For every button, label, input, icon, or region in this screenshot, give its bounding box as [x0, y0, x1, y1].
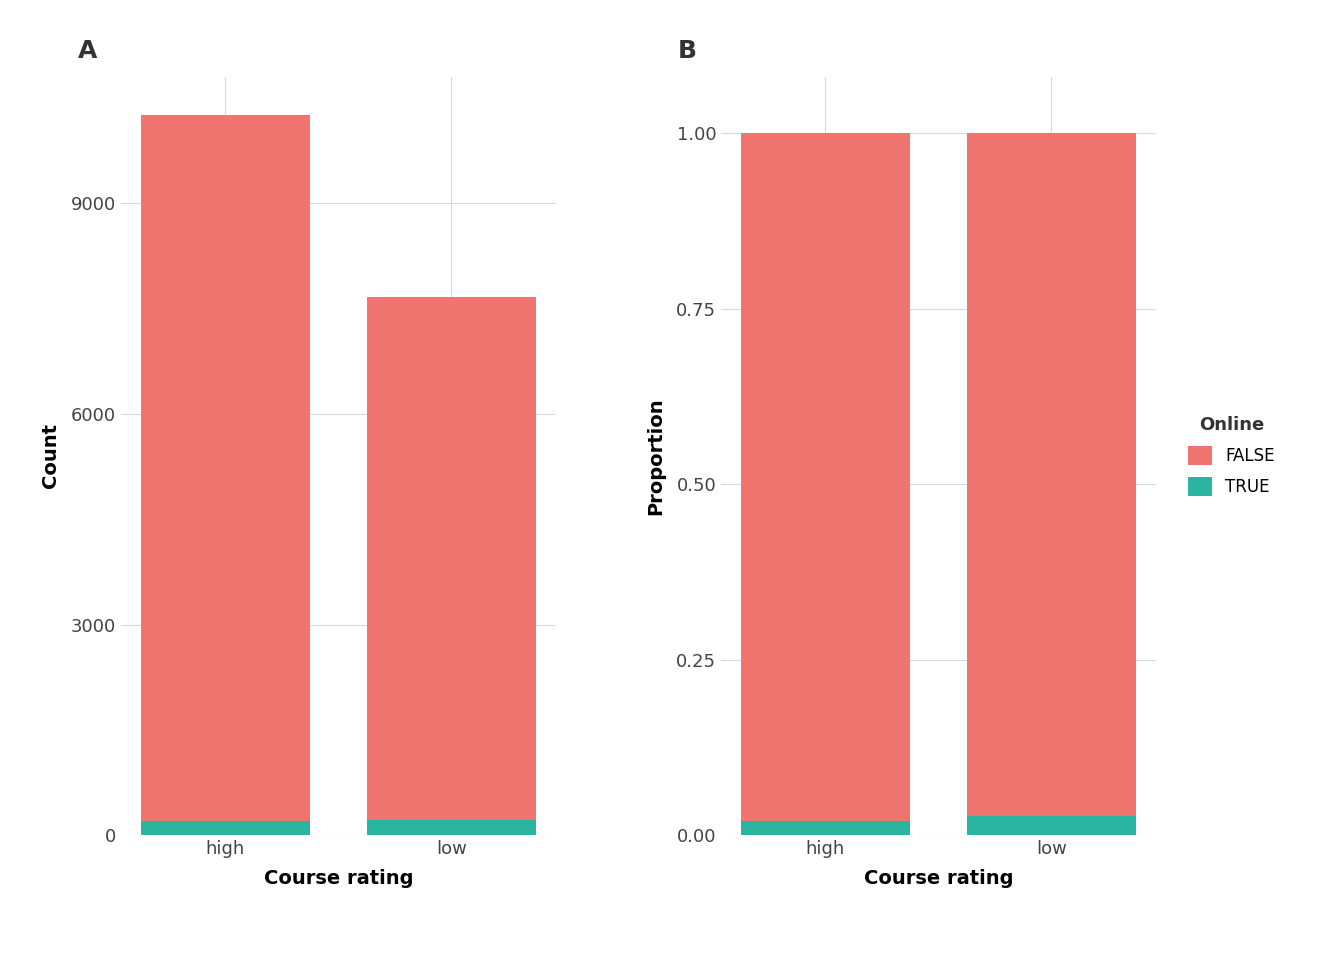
- X-axis label: Course rating: Course rating: [263, 869, 413, 888]
- Bar: [741, 133, 910, 821]
- Bar: [367, 821, 536, 835]
- Bar: [141, 115, 310, 821]
- Text: A: A: [78, 38, 97, 62]
- Bar: [966, 133, 1136, 816]
- Legend: FALSE, TRUE: FALSE, TRUE: [1181, 409, 1281, 503]
- Y-axis label: Proportion: Proportion: [646, 397, 665, 515]
- Bar: [367, 298, 536, 821]
- X-axis label: Course rating: Course rating: [864, 869, 1013, 888]
- Bar: [741, 821, 910, 835]
- Bar: [966, 816, 1136, 835]
- Bar: [141, 821, 310, 835]
- Text: B: B: [677, 38, 696, 62]
- Y-axis label: Count: Count: [40, 423, 59, 489]
